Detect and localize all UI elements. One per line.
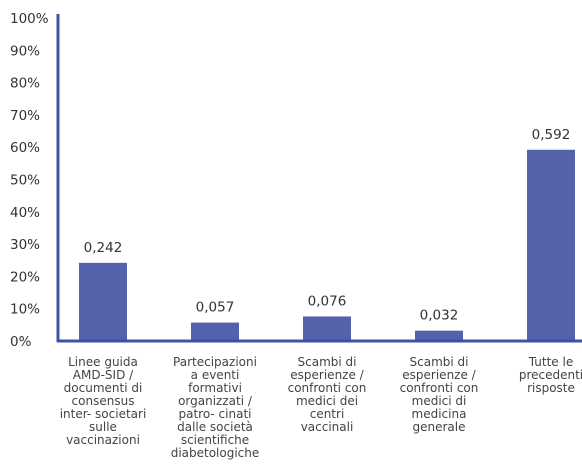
value-label: 0,592 [532, 127, 571, 143]
y-tick-label: 20% [10, 269, 40, 285]
category-label: Tutte le precedenti risposte [519, 355, 582, 395]
value-label: 0,032 [420, 308, 459, 324]
value-labels: 0,242 0,057 0,076 0,032 0,592 [84, 127, 571, 324]
bar [191, 322, 239, 341]
category-label: Linee guida AMD-SID / documenti di consensu… [60, 355, 147, 447]
bar [303, 316, 351, 341]
bars [79, 149, 575, 341]
y-tick-label: 80% [10, 76, 40, 92]
y-tick-label: 50% [10, 173, 40, 189]
y-tick-label: 70% [10, 108, 40, 124]
category-label: Scambi di esperienze / confronti con medici… [400, 355, 479, 434]
value-label: 0,242 [84, 240, 123, 256]
y-tick-label: 60% [10, 140, 40, 156]
y-tick-label: 0% [10, 334, 32, 350]
value-label: 0,057 [196, 300, 235, 316]
bar [527, 149, 575, 341]
y-axis-ticks: 0% 10% 20% 30% 40% 50% 60% 70% 80% 90% 100% [10, 11, 49, 350]
y-tick-label: 30% [10, 237, 40, 253]
y-tick-label: 100% [10, 11, 49, 27]
category-label: Partecipazioni a eventi formativi organizza… [171, 355, 260, 460]
y-tick-label: 10% [10, 302, 40, 318]
value-label: 0,076 [308, 293, 347, 309]
bar [415, 330, 463, 341]
category-label: Scambi di esperienze / confronti con medici… [288, 355, 367, 434]
y-tick-label: 90% [10, 43, 40, 59]
y-tick-label: 40% [10, 205, 40, 221]
category-labels: Linee guida AMD-SID / documenti di consensu… [60, 355, 582, 460]
bar [79, 262, 127, 341]
